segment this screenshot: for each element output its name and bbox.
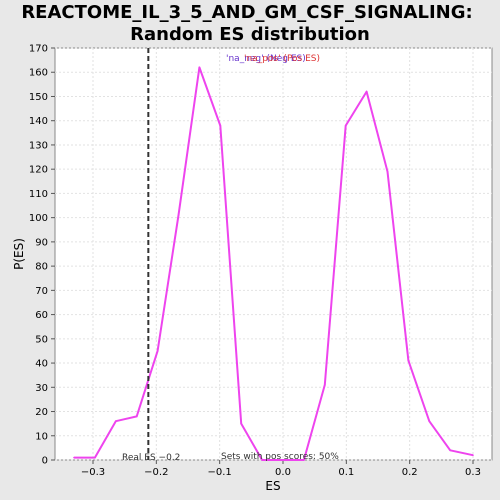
- y-tick-label-11: 110: [29, 189, 48, 200]
- data-point: [156, 350, 159, 352]
- real-es-label: Real ES −0.2: [122, 453, 180, 463]
- y-tick-label-7: 70: [35, 286, 48, 297]
- data-point: [428, 420, 431, 423]
- y-axis-ticks: 0 10 20 30 40 50 60 70 80 90 100 110 120 130 140 150 160…: [29, 44, 55, 467]
- data-point: [472, 454, 474, 456]
- y-tick-label-14: 140: [29, 116, 48, 127]
- y-tick-label-1: 10: [35, 431, 48, 442]
- data-point: [240, 422, 242, 425]
- y-tick-label-13: 130: [29, 140, 48, 151]
- y-tick-label-3: 30: [35, 383, 48, 394]
- data-point: [324, 384, 326, 386]
- y-tick-label-10: 100: [29, 213, 48, 224]
- chart-title-line1: REACTOME_IL_3_5_AND_GM_CSF_SIGNALING:: [21, 2, 472, 23]
- x-tick-label-6: 0.3: [465, 467, 481, 478]
- y-tick-label-0: 0: [42, 456, 48, 467]
- data-point: [449, 449, 452, 452]
- series-layer: [73, 66, 474, 461]
- data-point: [261, 459, 263, 461]
- data-point: [219, 124, 222, 127]
- data-point: [303, 459, 305, 461]
- x-tick-label-4: 0.1: [338, 467, 354, 478]
- chart-title-line2: Random ES distribution: [130, 24, 370, 45]
- data-point: [344, 124, 347, 127]
- y-tick-label-15: 150: [29, 92, 48, 103]
- grid: [55, 47, 492, 461]
- x-tick-label-2: −0.1: [208, 467, 232, 478]
- data-point: [407, 359, 410, 362]
- data-point: [198, 66, 201, 69]
- x-axis-label: ES: [265, 479, 280, 493]
- x-tick-label-5: 0.2: [402, 467, 418, 478]
- y-tick-label-16: 160: [29, 68, 48, 79]
- data-point: [282, 459, 284, 461]
- data-point: [365, 90, 368, 93]
- y-tick-label-8: 80: [35, 262, 48, 273]
- data-point: [177, 214, 180, 217]
- y-axis-label: P(ES): [12, 238, 26, 270]
- series-line-0: [74, 66, 474, 461]
- legend-entry-neg: 'na_neg' (Neg ES): [226, 54, 306, 64]
- legend-entry-pos: 'na_pos' (Pos ES): [244, 54, 320, 64]
- x-tick-label-1: −0.2: [144, 467, 168, 478]
- plot-area: [54, 47, 493, 461]
- data-point: [135, 415, 138, 418]
- x-tick-label-3: 0.0: [275, 467, 291, 478]
- x-tick-label-0: −0.3: [81, 467, 105, 478]
- data-point: [94, 456, 96, 459]
- y-tick-label-2: 20: [35, 407, 48, 418]
- data-point: [73, 456, 75, 459]
- y-tick-label-6: 60: [35, 310, 48, 321]
- data-point: [386, 170, 389, 173]
- pos-scores-annotation: Sets with pos scores: 50%: [221, 452, 339, 462]
- y-tick-label-5: 50: [35, 334, 48, 345]
- y-tick-label-9: 90: [35, 237, 48, 248]
- y-tick-label-4: 40: [35, 359, 48, 370]
- data-point: [115, 420, 117, 423]
- y-tick-label-12: 120: [29, 165, 48, 176]
- y-tick-label-17: 170: [29, 44, 48, 55]
